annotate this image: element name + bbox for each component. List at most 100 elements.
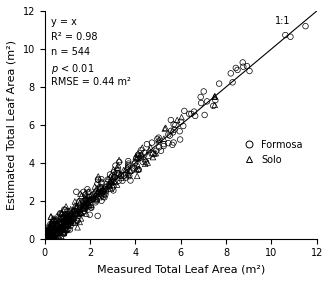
Formosa [168,118,174,122]
Solo [43,232,49,237]
Solo [43,237,49,241]
Formosa [69,218,74,223]
Solo [98,190,104,194]
Solo [58,227,63,232]
Formosa [112,170,117,174]
Formosa [74,190,79,194]
Solo [63,215,68,219]
Solo [77,211,82,216]
Formosa [149,140,154,145]
Solo [70,208,76,213]
Solo [49,235,54,240]
Solo [79,210,84,215]
Solo [83,191,88,195]
Solo [49,231,54,235]
Solo [65,215,71,219]
Solo [136,167,141,171]
Formosa [99,189,104,193]
Solo [49,231,54,236]
Solo [115,163,121,167]
Solo [77,201,82,205]
Solo [78,207,83,212]
Solo [46,225,51,230]
Formosa [166,141,171,145]
Solo [63,211,68,216]
Solo [128,169,133,173]
Formosa [111,184,116,189]
Solo [63,217,69,221]
Solo [64,226,70,231]
Formosa [170,130,176,135]
Formosa [82,204,87,208]
Solo [145,160,150,165]
Formosa [172,127,177,132]
Formosa [61,232,66,236]
Solo [212,95,217,99]
Formosa [241,64,246,69]
Formosa [95,182,100,186]
Formosa [156,135,161,140]
Formosa [83,197,88,201]
Formosa [161,142,166,146]
Solo [66,213,71,217]
Solo [107,181,112,186]
Solo [76,213,81,218]
Solo [108,175,113,179]
Solo [161,136,167,141]
Formosa [109,180,114,185]
Formosa [63,218,68,223]
Solo [107,183,112,187]
Solo [83,203,88,207]
Solo [81,206,86,210]
Solo [56,234,61,239]
Formosa [47,237,52,241]
Formosa [101,194,106,199]
Formosa [109,181,114,186]
Formosa [86,190,91,194]
Solo [59,215,65,219]
Solo [110,180,115,184]
Formosa [99,180,104,184]
Solo [59,228,65,232]
Formosa [230,80,235,85]
Solo [55,230,60,235]
Solo [107,183,113,188]
Solo [56,233,61,237]
Formosa [50,223,56,227]
Formosa [83,198,89,203]
Solo [53,223,58,228]
Solo [90,194,96,199]
Formosa [93,200,98,205]
Formosa [120,178,125,183]
Formosa [67,217,72,221]
Solo [71,215,76,220]
Solo [100,187,106,191]
Formosa [140,160,145,164]
Solo [89,202,94,207]
Formosa [48,227,53,231]
Formosa [85,203,91,208]
Formosa [62,208,68,212]
Formosa [54,222,59,227]
Formosa [143,160,148,164]
Formosa [52,232,57,236]
Formosa [50,224,56,228]
Formosa [64,221,70,226]
Solo [87,197,93,202]
Formosa [216,81,222,86]
Solo [51,235,57,240]
Formosa [173,123,178,127]
Formosa [64,218,69,223]
Formosa [56,222,61,226]
Solo [50,229,55,234]
Solo [62,215,68,220]
Solo [43,230,49,234]
Formosa [100,190,106,194]
Solo [99,192,104,196]
Formosa [67,209,73,214]
Formosa [107,172,113,177]
Formosa [57,224,62,229]
Solo [96,187,102,191]
Formosa [81,204,86,209]
Formosa [178,137,183,142]
